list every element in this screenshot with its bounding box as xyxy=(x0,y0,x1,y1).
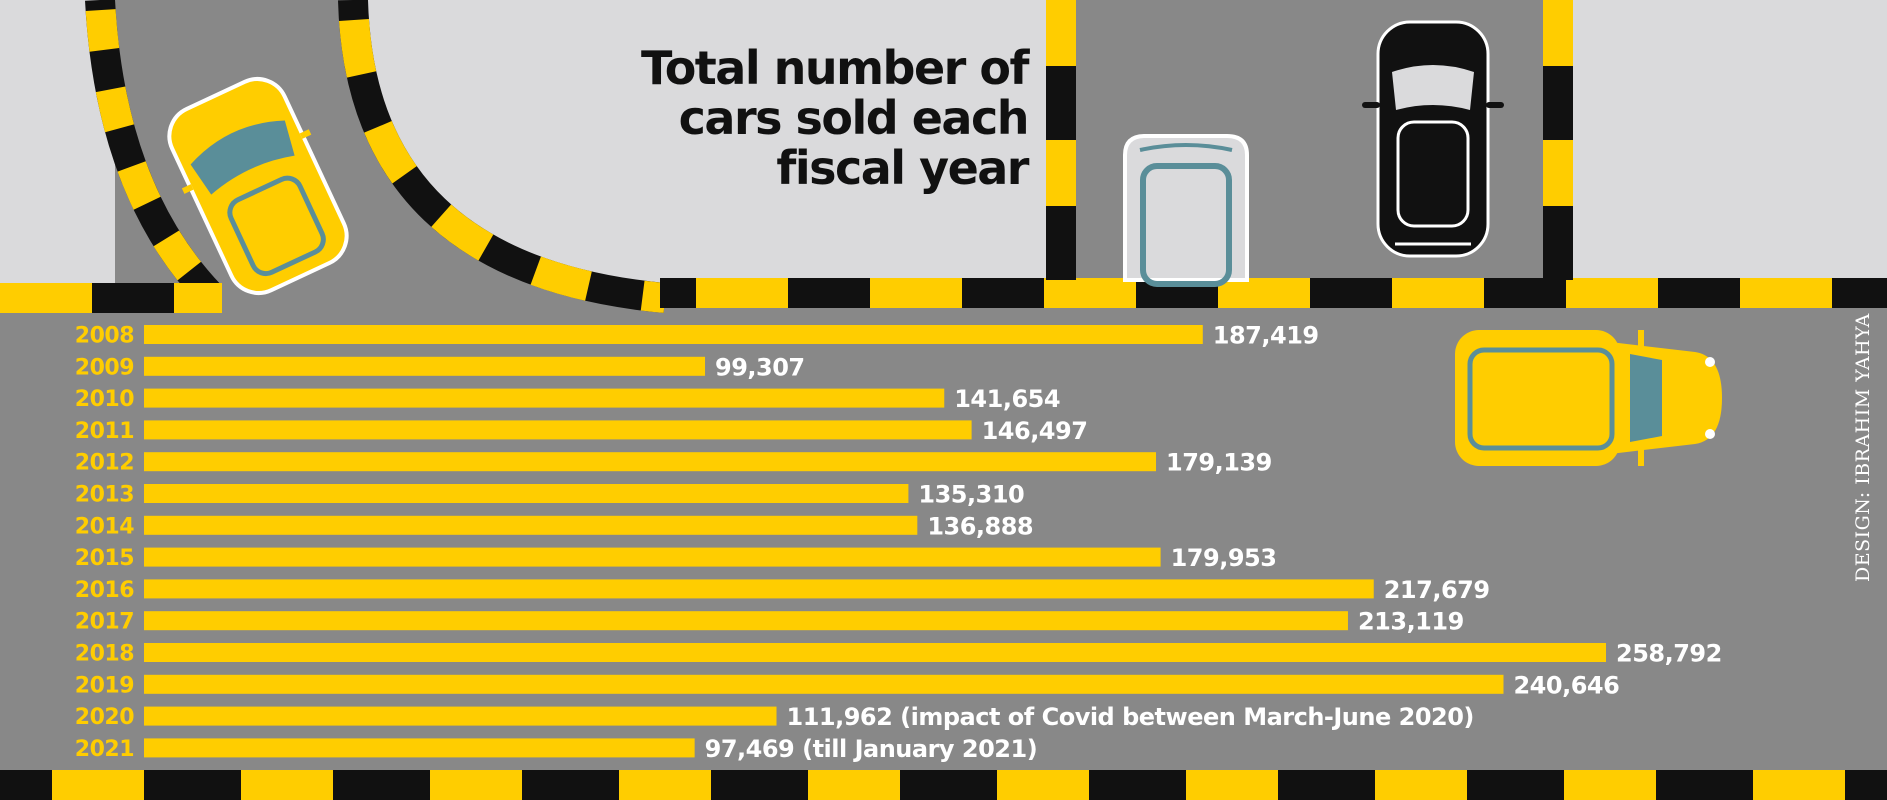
bar-chart: 2008 187,419 2009 99,307 2010 141,654 2011 146,… xyxy=(75,322,1723,763)
bar-2009 xyxy=(144,356,706,376)
bar-2019 xyxy=(144,674,1504,694)
value-label-2008: 187,419 xyxy=(1213,322,1319,350)
year-label-2011: 2011 xyxy=(75,419,134,444)
value-label-2009: 99,307 xyxy=(715,353,805,381)
white-car-icon xyxy=(1123,134,1249,287)
value-label-2014: 136,888 xyxy=(927,512,1033,540)
bar-2021 xyxy=(144,738,695,758)
year-label-2013: 2013 xyxy=(75,483,134,508)
year-label-2015: 2015 xyxy=(75,546,134,571)
bar-2008 xyxy=(144,325,1203,344)
year-label-2008: 2008 xyxy=(75,324,134,349)
title-line-1: Total number of xyxy=(641,41,1031,95)
bar-2017 xyxy=(144,611,1348,631)
year-label-2009: 2009 xyxy=(75,355,134,380)
bar-2018 xyxy=(144,643,1606,662)
value-label-2010: 141,654 xyxy=(954,385,1060,413)
bar-2014 xyxy=(144,515,918,535)
title-line-3: fiscal year xyxy=(776,141,1029,195)
value-label-2017: 213,119 xyxy=(1358,608,1464,636)
value-label-2021: 97,469 (till January 2021) xyxy=(705,735,1038,763)
title-line-2: cars sold each xyxy=(679,91,1028,145)
bar-2013 xyxy=(144,484,909,503)
chart-title: Total number of cars sold each fiscal ye… xyxy=(641,41,1032,195)
year-label-2020: 2020 xyxy=(75,705,134,730)
black-car-icon xyxy=(1362,20,1504,258)
yellow-car-icon xyxy=(167,77,349,295)
value-label-2012: 179,139 xyxy=(1166,449,1272,477)
value-label-2018: 258,792 xyxy=(1616,640,1722,668)
year-label-2010: 2010 xyxy=(75,387,134,412)
bar-2011 xyxy=(144,420,972,440)
year-label-2021: 2021 xyxy=(75,737,134,762)
value-label-2013: 135,310 xyxy=(918,481,1024,509)
year-label-2018: 2018 xyxy=(75,642,134,667)
value-label-2015: 179,953 xyxy=(1171,544,1277,572)
year-label-2014: 2014 xyxy=(75,514,134,539)
value-label-2020: 111,962 (impact of Covid between March-J… xyxy=(787,703,1474,731)
value-label-2016: 217,679 xyxy=(1384,576,1490,604)
bar-2020 xyxy=(144,706,777,726)
bar-2016 xyxy=(144,579,1374,599)
bar-2010 xyxy=(144,388,945,408)
yellow-car-side-icon xyxy=(1455,330,1722,466)
year-label-2019: 2019 xyxy=(75,673,134,698)
bar-2012 xyxy=(144,452,1157,472)
year-label-2012: 2012 xyxy=(75,451,134,476)
year-label-2016: 2016 xyxy=(75,578,134,603)
bar-2015 xyxy=(144,547,1161,567)
value-label-2011: 146,497 xyxy=(982,417,1088,445)
design-credit: DESIGN: IBRAHIM YAHYA xyxy=(1852,313,1874,582)
year-label-2017: 2017 xyxy=(75,610,134,635)
value-label-2019: 240,646 xyxy=(1513,671,1619,699)
